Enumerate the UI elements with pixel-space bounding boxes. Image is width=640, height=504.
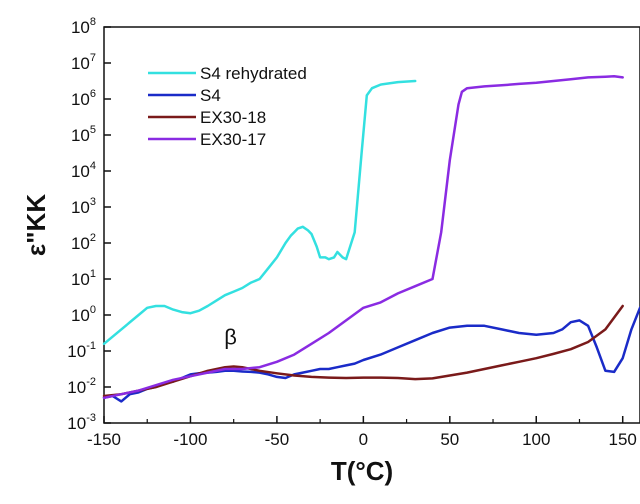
x-axis-title: T(°C) xyxy=(331,456,393,486)
x-tick-label: 100 xyxy=(522,430,550,449)
y-tick-label: 107 xyxy=(71,52,96,73)
y-tick-label: 10-1 xyxy=(67,340,96,361)
y-axis-ticks: 10-3 10-2 10-1 100 101 102 103 104 105 106 107 108 xyxy=(67,16,111,433)
series-line-s4-rehydrated xyxy=(102,79,417,346)
legend-label: S4 rehydrated xyxy=(200,64,307,83)
plot-frame xyxy=(103,26,640,424)
series-line-s4 xyxy=(102,306,640,403)
x-tick-label: -100 xyxy=(173,430,207,449)
legend-label: EX30-17 xyxy=(200,130,266,149)
y-axis-title: ε"KK xyxy=(21,194,51,256)
y-tick-label: 103 xyxy=(71,196,96,217)
legend-label: EX30-18 xyxy=(200,108,266,127)
y-tick-label: 101 xyxy=(71,268,96,289)
y-tick-label: 106 xyxy=(71,88,96,109)
series-layer xyxy=(102,75,640,403)
legend-label: S4 xyxy=(200,86,221,105)
x-tick-label: 150 xyxy=(609,430,637,449)
y-tick-label: 10-3 xyxy=(67,412,96,433)
x-tick-label: -50 xyxy=(265,430,290,449)
beta-annotation: β xyxy=(224,325,237,350)
x-tick-label: -150 xyxy=(87,430,121,449)
x-tick-label: 0 xyxy=(359,430,368,449)
x-tick-label: 50 xyxy=(440,430,459,449)
y-tick-label: 105 xyxy=(71,124,96,145)
y-tick-label: 104 xyxy=(71,160,96,181)
y-tick-label: 10-2 xyxy=(67,376,96,397)
series-line-ex30-17 xyxy=(102,75,624,400)
y-tick-label: 100 xyxy=(71,304,96,325)
y-tick-label: 108 xyxy=(71,16,96,37)
y-tick-label: 102 xyxy=(71,232,96,253)
legend: S4 rehydrated S4 EX30-18 EX30-17 xyxy=(148,64,307,149)
series-line-ex30-18 xyxy=(102,304,624,398)
x-axis-ticks: -150 -100 -50 0 50 100 150 xyxy=(87,416,637,449)
